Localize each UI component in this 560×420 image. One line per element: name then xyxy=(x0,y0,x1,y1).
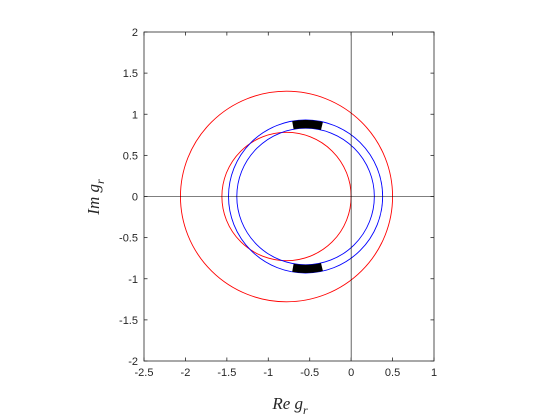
y-axis-label: Im gr xyxy=(84,179,107,216)
plot-area: -2.5 -2 -1.5 -1 -0.5 0 0.5 1-2-1.5-1-0.500.511.… xyxy=(119,27,437,379)
tick-labels: -2.5 -2 -1.5 -1 -0.5 0 0.5 1-2-1.5-1-0.500.511.… xyxy=(119,27,437,379)
x-tick-label: 0 xyxy=(348,367,354,379)
x-tick-label: -2 xyxy=(181,367,191,379)
filled-region-1 xyxy=(292,263,323,273)
x-tick-label: 0.5 xyxy=(385,367,400,379)
x-tick-label: -0.5 xyxy=(300,367,319,379)
y-tick-label: -1 xyxy=(128,274,138,286)
x-tick-label: 1 xyxy=(431,367,437,379)
y-tick-label: -0.5 xyxy=(119,233,138,245)
y-tick-label: 1 xyxy=(132,109,138,121)
x-tick-label: -1 xyxy=(263,367,273,379)
y-tick-label: -2 xyxy=(128,356,138,368)
axis-ticks xyxy=(143,31,435,362)
y-tick-label: 0.5 xyxy=(123,150,138,162)
reference-lines xyxy=(144,32,434,361)
x-tick-label: -1.5 xyxy=(217,367,236,379)
x-tick-label: -2.5 xyxy=(135,367,154,379)
x-axis-label: Re gr xyxy=(271,394,308,417)
y-tick-label: 0 xyxy=(132,192,138,204)
y-tick-label: 2 xyxy=(132,27,138,39)
y-tick-label: 1.5 xyxy=(123,68,138,80)
y-tick-label: -1.5 xyxy=(119,315,138,327)
filled-region-0 xyxy=(292,120,323,130)
